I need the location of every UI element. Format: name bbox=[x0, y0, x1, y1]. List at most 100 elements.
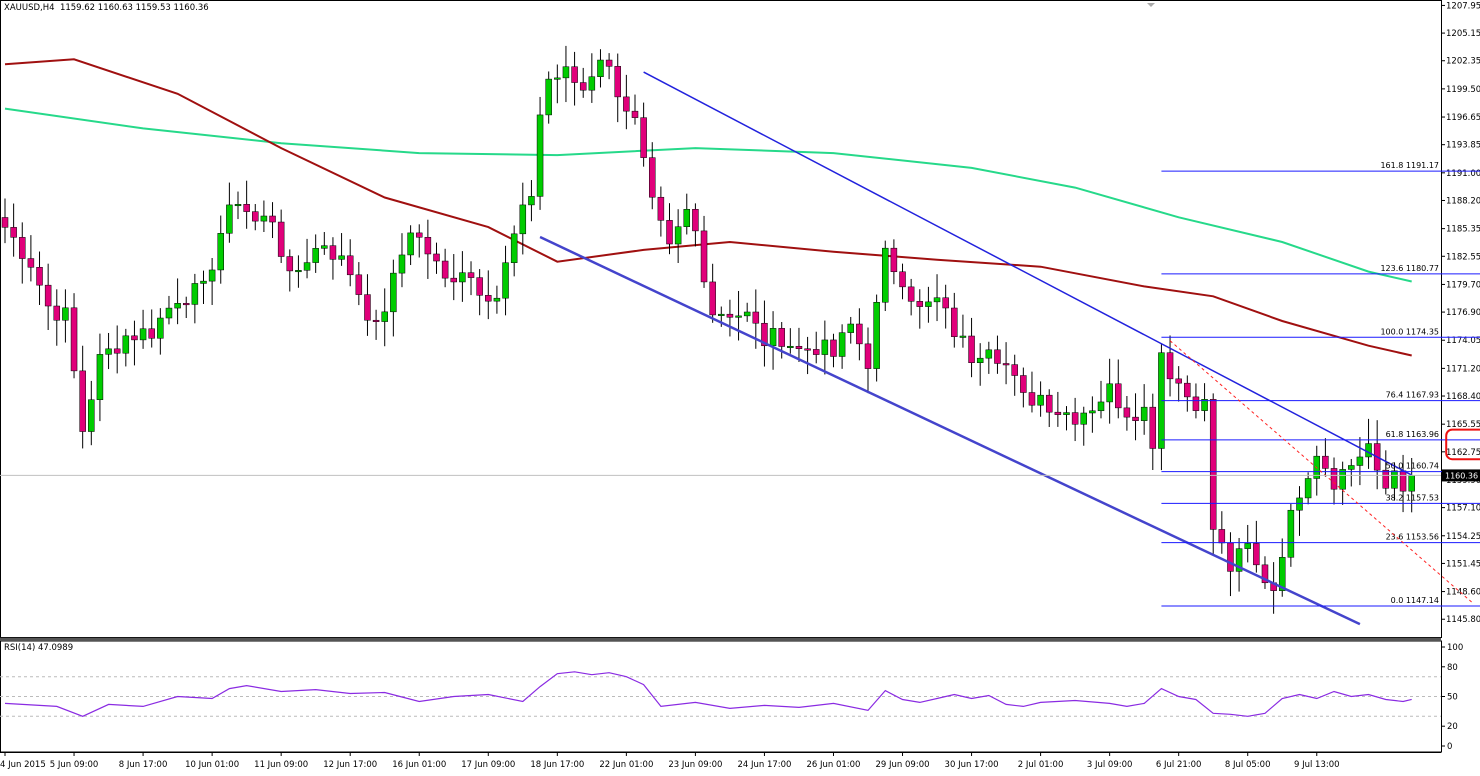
candle bbox=[200, 270, 207, 304]
candle bbox=[19, 222, 26, 284]
candle-body-bear bbox=[666, 220, 673, 245]
x-tick-label: 10 Jun 01:00 bbox=[185, 760, 239, 770]
candle bbox=[657, 186, 665, 237]
candle-body-bear bbox=[355, 274, 363, 295]
candle bbox=[433, 242, 440, 274]
candle bbox=[787, 328, 794, 354]
candle-body-bull bbox=[743, 311, 751, 317]
candle-body-bear bbox=[113, 348, 121, 354]
x-tick-label: 12 Jun 17:00 bbox=[323, 760, 377, 770]
candle-body-bear bbox=[1, 217, 9, 228]
x-tick-label: 18 Jun 17:00 bbox=[530, 760, 584, 770]
candle-body-bull bbox=[597, 59, 604, 77]
candle-body-bear bbox=[476, 277, 483, 296]
candle bbox=[1106, 358, 1113, 424]
y-tick-label: 1165.55 bbox=[1446, 420, 1480, 430]
candle bbox=[70, 293, 78, 379]
candle bbox=[1158, 343, 1165, 471]
candle-body-bull bbox=[1201, 399, 1208, 411]
candle-body-bear bbox=[709, 281, 716, 316]
candle-body-bull bbox=[1304, 478, 1312, 499]
candle bbox=[554, 64, 561, 104]
candle bbox=[191, 273, 199, 324]
candle-body-bull bbox=[1278, 557, 1286, 591]
candle bbox=[346, 239, 354, 287]
candle-body-bear bbox=[53, 305, 61, 321]
candle bbox=[485, 270, 492, 320]
candle bbox=[62, 289, 69, 343]
candle bbox=[1089, 396, 1096, 433]
candle bbox=[105, 332, 112, 370]
candle bbox=[674, 209, 682, 263]
candle-body-bull bbox=[1296, 497, 1303, 511]
channel-upper-line bbox=[643, 71, 1413, 476]
candle bbox=[286, 249, 294, 292]
y-tick-label: 1151.45 bbox=[1446, 559, 1480, 569]
candle bbox=[10, 203, 17, 257]
candle bbox=[407, 225, 414, 266]
candle bbox=[812, 331, 820, 364]
candle bbox=[269, 202, 276, 239]
candle-body-bull bbox=[338, 255, 345, 260]
candle bbox=[519, 182, 527, 255]
fib-level-label: 38.2 1157.53 bbox=[1386, 493, 1439, 502]
candle bbox=[1235, 537, 1243, 592]
candle-body-bull bbox=[459, 272, 466, 283]
candle-body-bull bbox=[1244, 543, 1251, 549]
rsi-y-tick-label: 80 bbox=[1447, 663, 1458, 673]
candle bbox=[398, 233, 406, 288]
candle bbox=[1002, 342, 1010, 385]
candle-body-bear bbox=[1399, 470, 1407, 492]
candle bbox=[1356, 437, 1364, 486]
candle bbox=[1054, 391, 1062, 427]
candle-body-bear bbox=[942, 297, 949, 309]
candle-body-bear bbox=[804, 348, 811, 351]
candle-body-bear bbox=[252, 211, 259, 222]
candle bbox=[959, 314, 967, 348]
candle bbox=[312, 234, 319, 273]
y-tick-label: 1193.85 bbox=[1446, 141, 1480, 151]
candle bbox=[692, 203, 699, 247]
candle-body-bear bbox=[726, 313, 734, 318]
y-tick-label: 1202.35 bbox=[1446, 57, 1480, 67]
channel-lower-line bbox=[539, 235, 1361, 626]
candle-body-bull bbox=[208, 269, 216, 282]
chart-marker-icon bbox=[1147, 3, 1155, 7]
candle-body-bull bbox=[260, 215, 268, 222]
candle-body-bear bbox=[1184, 382, 1191, 398]
candle-body-bear bbox=[1209, 399, 1217, 530]
candle-body-bear bbox=[968, 335, 975, 363]
rsi-info: RSI(14) 47.0989 bbox=[4, 643, 74, 653]
candle bbox=[321, 232, 328, 255]
x-tick-label: 9 Jul 13:00 bbox=[1294, 760, 1340, 770]
x-tick-label: 22 Jun 01:00 bbox=[599, 760, 653, 770]
candle bbox=[96, 333, 104, 422]
candle-body-bear bbox=[329, 245, 337, 260]
candle bbox=[329, 237, 337, 280]
rsi-y-tick-label: 0 bbox=[1447, 742, 1452, 752]
candle bbox=[605, 53, 613, 80]
x-tick-label: 16 Jun 01:00 bbox=[392, 760, 446, 770]
fib-level-label: 50.0 1160.74 bbox=[1386, 462, 1439, 471]
candle-body-bear bbox=[1115, 383, 1122, 409]
candle bbox=[700, 215, 708, 288]
candle bbox=[1218, 511, 1226, 554]
candle-body-bull bbox=[562, 66, 570, 79]
candle-body-bull bbox=[976, 357, 984, 363]
candle-body-bear bbox=[1123, 407, 1131, 418]
candle-body-bull bbox=[873, 302, 880, 369]
candle-body-bull bbox=[1037, 394, 1044, 406]
candle bbox=[493, 285, 501, 314]
candle bbox=[157, 308, 164, 355]
candle-body-bull bbox=[735, 315, 742, 318]
candle bbox=[562, 45, 570, 103]
candle-body-bull bbox=[959, 335, 967, 338]
candle-body-bear bbox=[1166, 352, 1174, 380]
candle bbox=[252, 204, 259, 231]
candle bbox=[44, 263, 52, 331]
candle-body-bear bbox=[19, 237, 26, 259]
candle bbox=[226, 182, 233, 243]
candle-body-bear bbox=[605, 59, 613, 67]
candle bbox=[735, 290, 742, 341]
